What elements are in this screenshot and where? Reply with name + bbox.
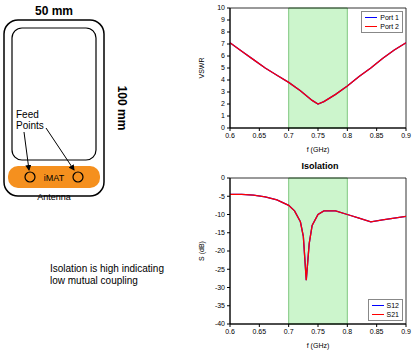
svg-text:9: 9 [221,16,225,23]
svg-text:4: 4 [221,76,225,83]
svg-text:3: 3 [221,88,225,95]
svg-text:f (GHz): f (GHz) [307,146,330,154]
svg-text:-20: -20 [215,247,225,254]
html-text:Isolation: Isolation [301,161,339,171]
svg-text:VSWR: VSWR [198,58,205,79]
html-text:S21: S21 [386,311,399,318]
svg-text:0.7: 0.7 [284,132,294,139]
svg-text:8: 8 [221,28,225,35]
svg-text:-30: -30 [215,284,225,291]
svg-text:-40: -40 [215,320,225,327]
svg-text:0.6: 0.6 [225,132,235,139]
svg-text:10: 10 [217,4,225,11]
svg-text:-5: -5 [219,193,225,200]
svg-text:-10: -10 [215,211,225,218]
svg-text:6: 6 [221,52,225,59]
svg-text:0.65: 0.65 [253,132,267,139]
svg-text:0.85: 0.85 [370,328,384,335]
svg-text:Antenna: Antenna [37,192,71,202]
svg-text:S (dB): S (dB) [198,241,206,261]
html-text:S12: S12 [386,302,399,309]
svg-text:0.8: 0.8 [342,132,352,139]
svg-text:-35: -35 [215,302,225,309]
svg-text:7: 7 [221,40,225,47]
svg-text:0.9: 0.9 [401,328,411,335]
svg-text:5: 5 [221,64,225,71]
svg-text:100 mm: 100 mm [115,86,129,131]
svg-text:-25: -25 [215,266,225,273]
svg-text:iMAT: iMAT [44,173,65,183]
svg-text:Isolation is high indicating: Isolation is high indicating [50,263,164,274]
html-text:Port 1: Port 1 [380,14,399,21]
svg-text:Points: Points [16,120,44,131]
svg-text:0.9: 0.9 [401,132,411,139]
svg-text:0: 0 [221,124,225,131]
svg-text:2: 2 [221,100,225,107]
svg-text:50 mm: 50 mm [35,4,73,18]
svg-text:low mutual coupling: low mutual coupling [50,275,138,286]
svg-text:0.8: 0.8 [342,328,352,335]
svg-text:0.65: 0.65 [253,328,267,335]
svg-text:0.75: 0.75 [311,132,325,139]
html-text:Port 2: Port 2 [380,23,399,30]
svg-text:0: 0 [221,174,225,181]
svg-text:-15: -15 [215,229,225,236]
svg-text:f (GHz): f (GHz) [307,342,330,350]
svg-text:0.6: 0.6 [225,328,235,335]
svg-text:Feed: Feed [16,109,39,120]
svg-text:0.85: 0.85 [370,132,384,139]
svg-text:1: 1 [221,112,225,119]
svg-text:0.7: 0.7 [284,328,294,335]
svg-text:0.75: 0.75 [311,328,325,335]
